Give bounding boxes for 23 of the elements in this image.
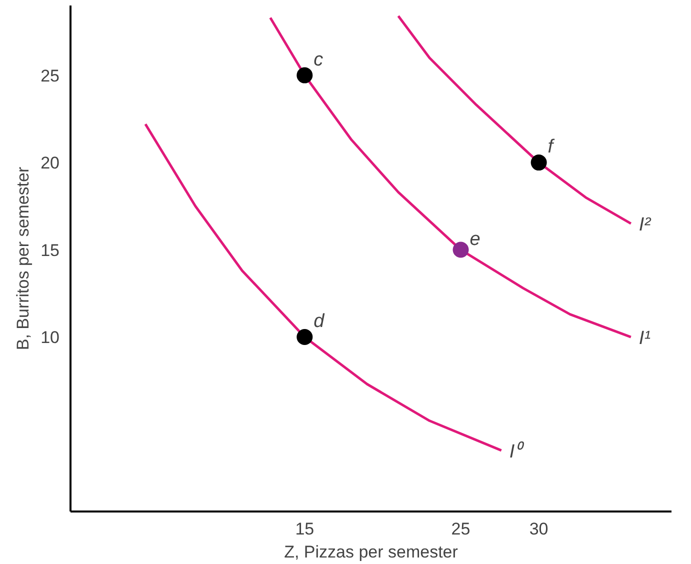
line-series <box>144 122 503 452</box>
point <box>530 154 547 171</box>
y-tick-label: 15 <box>40 240 60 260</box>
x-tick-label: 15 <box>295 520 314 538</box>
annotation: c <box>314 49 324 70</box>
x-tick-label: 25 <box>451 520 470 538</box>
series-label: I¹ <box>638 328 651 350</box>
x-axis-title: Z, Pizzas per semester <box>284 542 458 562</box>
x-tick-label: 30 <box>529 520 548 538</box>
y-tick-label: 20 <box>40 154 60 173</box>
annotation: f <box>548 136 555 158</box>
series-label: I² <box>638 214 652 236</box>
annotation: d <box>314 311 326 332</box>
point <box>296 67 313 84</box>
series-label: I⁰ <box>509 440 525 462</box>
point <box>452 242 469 258</box>
point <box>296 329 313 345</box>
annotation: e <box>470 228 480 250</box>
line-series <box>269 16 632 338</box>
y-axis-title: B, Burritos per semester <box>14 166 33 350</box>
y-tick-label: 10 <box>40 328 60 348</box>
y-tick-label: 25 <box>40 66 60 86</box>
line-series <box>397 14 632 225</box>
